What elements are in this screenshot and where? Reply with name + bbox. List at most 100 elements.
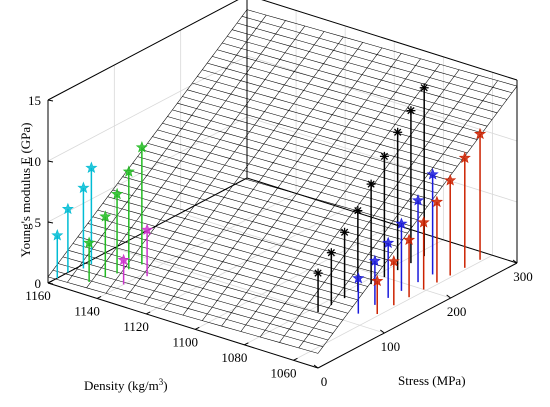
y-tick-label: 1100: [173, 334, 199, 349]
surface-mesh-line: [279, 75, 479, 343]
data-marker-pentagram: [402, 233, 416, 245]
data-point: [110, 187, 124, 274]
data-marker-pentagram: [417, 216, 430, 228]
data-marker-pentagram: [444, 173, 457, 186]
data-point: [393, 127, 403, 271]
data-marker-pentagram: [122, 165, 135, 177]
y-axis-label-main: Density (kg/m: [84, 378, 159, 393]
wall-gridline-z: [246, 55, 518, 142]
surface-mesh-line: [240, 64, 441, 332]
z-tick-mark: [47, 160, 54, 163]
surface-mesh-line: [67, 14, 267, 283]
axes-box-edge: [47, 0, 239, 101]
surface-mesh-line: [144, 36, 344, 305]
data-marker-pentagram: [110, 187, 124, 200]
x-tick-mark: [446, 294, 451, 299]
data-marker-asterisk: [314, 269, 322, 277]
z-tick-label: 5: [35, 215, 42, 230]
data-marker-pentagram: [83, 236, 96, 249]
x-tick-label: 300: [513, 269, 533, 284]
z-tick-mark: [47, 282, 54, 285]
data-marker-pentagram: [61, 202, 74, 215]
z-tick-mark: [47, 99, 54, 102]
z-tick-label: 0: [35, 276, 42, 291]
y-tick-mark: [145, 311, 151, 315]
surface-mesh-line: [124, 31, 325, 299]
y-tick-label: 1140: [74, 303, 100, 318]
y-axis-label-sup: 3: [159, 377, 164, 387]
y-tick-label: 1060: [270, 365, 296, 380]
data-point: [371, 274, 384, 314]
surface-mesh-line: [202, 53, 402, 321]
data-point: [411, 194, 425, 283]
floor-gridline-y: [293, 254, 493, 361]
surface-mesh-line: [47, 9, 248, 278]
data-marker-pentagram: [141, 223, 154, 235]
data-point: [426, 168, 439, 275]
floor-gridline-y: [145, 208, 346, 315]
y-axis-label-close: ): [163, 378, 167, 393]
surface-mesh-line: [86, 20, 286, 288]
data-marker-pentagram: [135, 141, 148, 153]
data-marker-pentagram: [395, 217, 408, 229]
data-marker-pentagram: [458, 151, 471, 164]
z-axis-label: Young's modulus E (GPa): [18, 122, 33, 257]
y-tick-mark: [96, 296, 102, 299]
surface-mesh-line: [259, 69, 460, 338]
surface-mesh-line: [221, 58, 421, 327]
y-tick-mark: [244, 342, 249, 346]
data-point: [83, 236, 96, 282]
floor-gridline-y: [195, 224, 395, 330]
data-marker-pentagram: [371, 274, 384, 287]
axes-box-edge: [317, 262, 518, 369]
data-point: [366, 179, 376, 285]
data-point: [340, 227, 350, 299]
x-axis-label: Stress (MPa): [398, 373, 466, 388]
surface-mesh: [47, 9, 518, 354]
data-point: [326, 248, 336, 306]
wall-gridline-z: [47, 116, 248, 223]
data-marker-pentagram: [99, 210, 112, 222]
x-tick-label: 100: [381, 339, 401, 354]
data-point: [458, 151, 471, 268]
data-marker-pentagram: [411, 194, 425, 206]
wall-gridline-z: [47, 55, 248, 162]
data-marker-asterisk: [327, 249, 335, 257]
data-point: [417, 216, 430, 290]
axis-labels: Young's modulus E (GPa) Stress (MPa) Den…: [18, 122, 466, 393]
data-marker-pentagram: [430, 195, 444, 208]
x-tick-mark: [512, 259, 518, 264]
data-marker-asterisk: [340, 228, 349, 236]
data-marker-asterisk: [420, 84, 428, 92]
z-tick-mark: [47, 221, 54, 224]
data-point: [430, 195, 444, 283]
data-point: [473, 127, 487, 260]
data-stems: [51, 83, 487, 314]
x-tick-label: 0: [321, 374, 328, 389]
data-marker-pentagram: [85, 161, 98, 173]
z-tick-label: 15: [28, 93, 41, 108]
y-tick-label: 1080: [221, 350, 247, 365]
data-point: [352, 271, 365, 314]
x-tick-mark: [380, 329, 385, 334]
wall-gridline-z: [261, 0, 518, 81]
data-marker-asterisk: [380, 152, 389, 160]
data-marker-pentagram: [117, 253, 130, 266]
data-point: [117, 253, 130, 285]
axes-box-edge: [47, 282, 319, 369]
data-point: [406, 106, 416, 264]
data-point: [313, 268, 323, 313]
data-point: [395, 217, 408, 291]
surface-mesh-line: [105, 25, 306, 294]
data-point: [387, 254, 400, 306]
data-point: [99, 210, 112, 278]
data-point: [444, 173, 457, 276]
axes-box-edge: [261, 0, 518, 81]
data-marker-asterisk: [407, 106, 415, 115]
data-marker-pentagram: [368, 254, 381, 267]
data-marker-pentagram: [387, 254, 400, 267]
x-tick-mark: [313, 364, 319, 369]
data-point: [141, 223, 154, 277]
